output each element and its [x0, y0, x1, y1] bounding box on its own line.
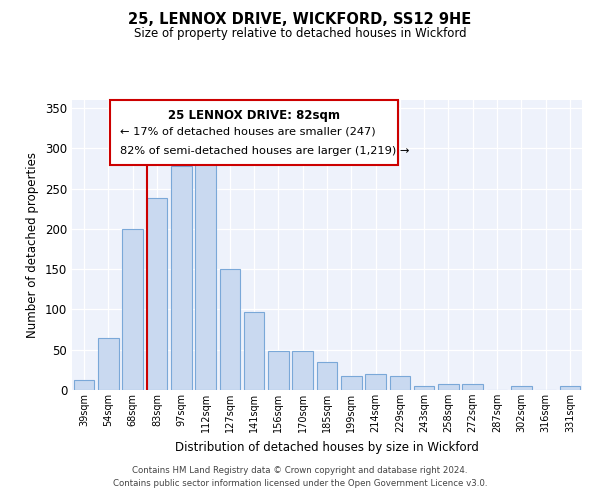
Bar	[341, 376, 362, 390]
Text: 82% of semi-detached houses are larger (1,219) →: 82% of semi-detached houses are larger (…	[121, 146, 410, 156]
Text: Contains HM Land Registry data © Crown copyright and database right 2024.
Contai: Contains HM Land Registry data © Crown c…	[113, 466, 487, 487]
X-axis label: Distribution of detached houses by size in Wickford: Distribution of detached houses by size …	[175, 440, 479, 454]
Bar	[171, 166, 191, 390]
Bar	[560, 386, 580, 390]
Bar	[122, 229, 143, 390]
Bar	[317, 362, 337, 390]
Bar	[438, 384, 459, 390]
Text: ← 17% of detached houses are smaller (247): ← 17% of detached houses are smaller (24…	[121, 126, 376, 136]
Bar	[365, 374, 386, 390]
Bar	[98, 338, 119, 390]
Bar	[463, 384, 483, 390]
Bar	[292, 352, 313, 390]
Bar	[389, 376, 410, 390]
Text: 25 LENNOX DRIVE: 82sqm: 25 LENNOX DRIVE: 82sqm	[169, 108, 340, 122]
Bar	[414, 386, 434, 390]
Text: 25, LENNOX DRIVE, WICKFORD, SS12 9HE: 25, LENNOX DRIVE, WICKFORD, SS12 9HE	[128, 12, 472, 28]
Bar	[74, 380, 94, 390]
Bar	[146, 198, 167, 390]
Bar	[268, 352, 289, 390]
FancyBboxPatch shape	[110, 100, 398, 165]
Bar	[195, 156, 216, 390]
Bar	[511, 386, 532, 390]
Bar	[220, 269, 240, 390]
Bar	[244, 312, 265, 390]
Y-axis label: Number of detached properties: Number of detached properties	[26, 152, 40, 338]
Text: Size of property relative to detached houses in Wickford: Size of property relative to detached ho…	[134, 28, 466, 40]
